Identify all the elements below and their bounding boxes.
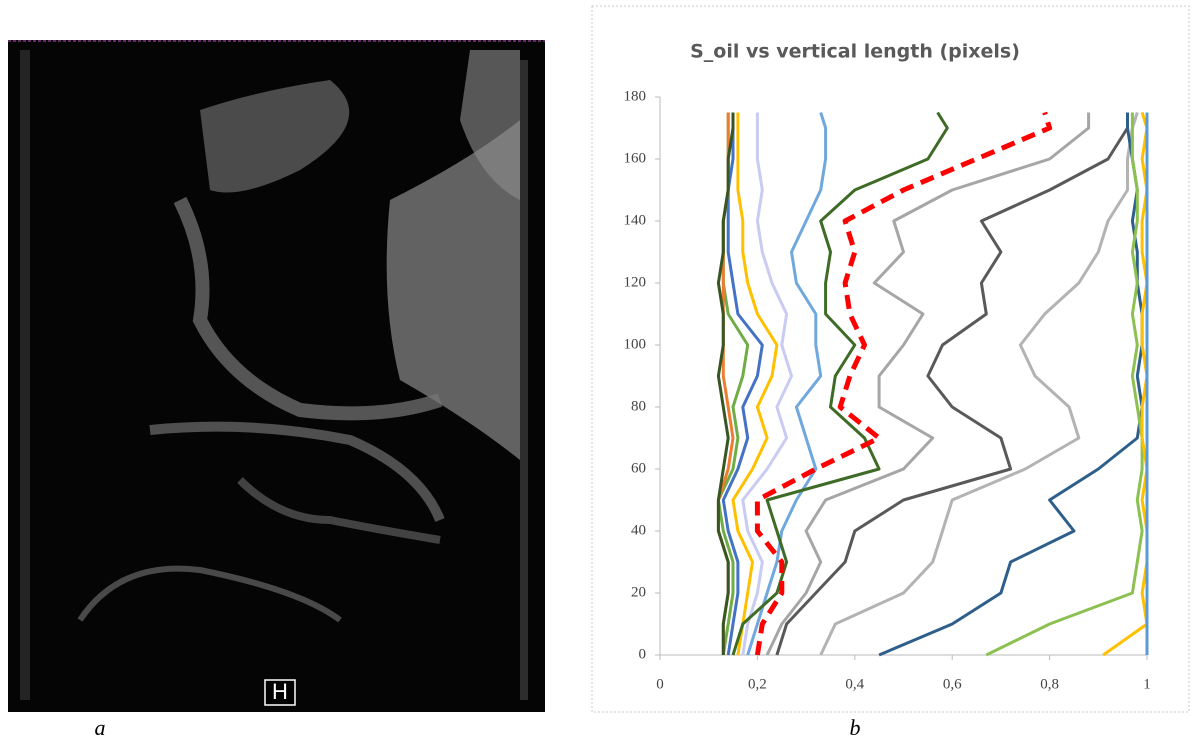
chart-title: S_oil vs vertical length (pixels) (690, 41, 1020, 63)
y-tick-label: 0 (639, 646, 647, 662)
series-line (716, 112, 750, 656)
y-tick-label: 180 (624, 88, 647, 104)
y-tick-label: 120 (624, 274, 647, 290)
series-line (819, 112, 1139, 656)
x-tick-label: 0,8 (1040, 676, 1059, 692)
x-tick-label: 1 (1143, 676, 1151, 692)
series-line (741, 112, 793, 656)
ct-image: H (8, 40, 545, 712)
y-tick-label: 100 (624, 336, 647, 352)
x-tick-label: 0 (656, 676, 664, 692)
y-tick-label: 160 (624, 150, 647, 166)
scale-marker: H (272, 679, 288, 704)
x-tick-label: 0,6 (943, 676, 962, 692)
series-line (746, 112, 828, 656)
chart-frame (591, 5, 1190, 713)
x-tick-label: 0,2 (748, 676, 767, 692)
series-line (716, 112, 735, 655)
series-line (878, 112, 1144, 657)
series-line (775, 112, 1129, 656)
y-tick-label: 60 (631, 460, 646, 476)
x-tick-label: 0,4 (845, 676, 864, 692)
y-tick-label: 80 (631, 398, 646, 414)
y-tick-label: 140 (624, 212, 647, 228)
y-tick-label: 20 (631, 584, 646, 600)
series-line (765, 112, 1091, 656)
panel-label: a (95, 715, 106, 740)
series-line (731, 111, 949, 656)
series-line (731, 112, 779, 656)
series-line (754, 111, 1053, 656)
series-line (985, 112, 1144, 657)
y-tick-label: 40 (631, 522, 646, 538)
panel-label: b (850, 715, 861, 740)
